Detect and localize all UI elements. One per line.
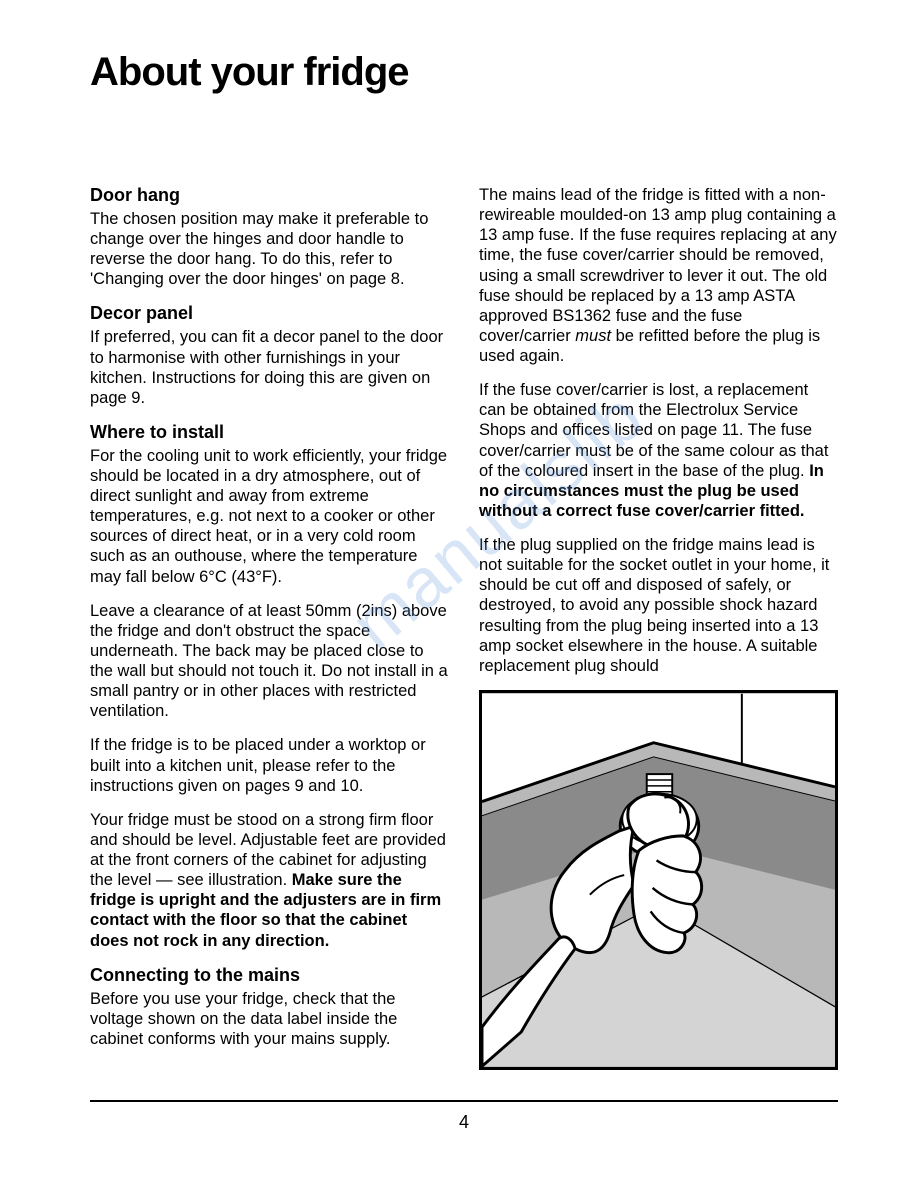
paragraph: If the plug supplied on the fridge mains… [479,535,838,676]
illustration-adjustable-foot [479,690,838,1070]
paragraph: Your fridge must be stood on a strong fi… [90,810,449,951]
page-number: 4 [90,1112,838,1133]
page-title: About your fridge [90,50,838,95]
paragraph: If preferred, you can fit a decor panel … [90,327,449,408]
paragraph: If the fridge is to be placed under a wo… [90,735,449,795]
heading-door-hang: Door hang [90,185,449,207]
right-column: The mains lead of the fridge is fitted w… [479,185,838,1070]
heading-where-to-install: Where to install [90,422,449,444]
text: The mains lead of the fridge is fitted w… [479,186,837,345]
italic-text: must [575,327,611,345]
heading-connecting-mains: Connecting to the mains [90,965,449,987]
left-column: Door hang The chosen position may make i… [90,185,449,1070]
paragraph: Leave a clearance of at least 50mm (2ins… [90,601,449,722]
text: If the fuse cover/carrier is lost, a rep… [479,381,828,480]
two-column-layout: Door hang The chosen position may make i… [90,185,838,1070]
paragraph: If the fuse cover/carrier is lost, a rep… [479,380,838,521]
adjuster-foot-svg [482,693,835,1067]
paragraph: For the cooling unit to work efficiently… [90,446,449,587]
heading-decor-panel: Decor panel [90,303,449,325]
paragraph: The chosen position may make it preferab… [90,209,449,290]
footer-rule [90,1100,838,1102]
paragraph: The mains lead of the fridge is fitted w… [479,185,838,366]
paragraph: Before you use your fridge, check that t… [90,989,449,1049]
